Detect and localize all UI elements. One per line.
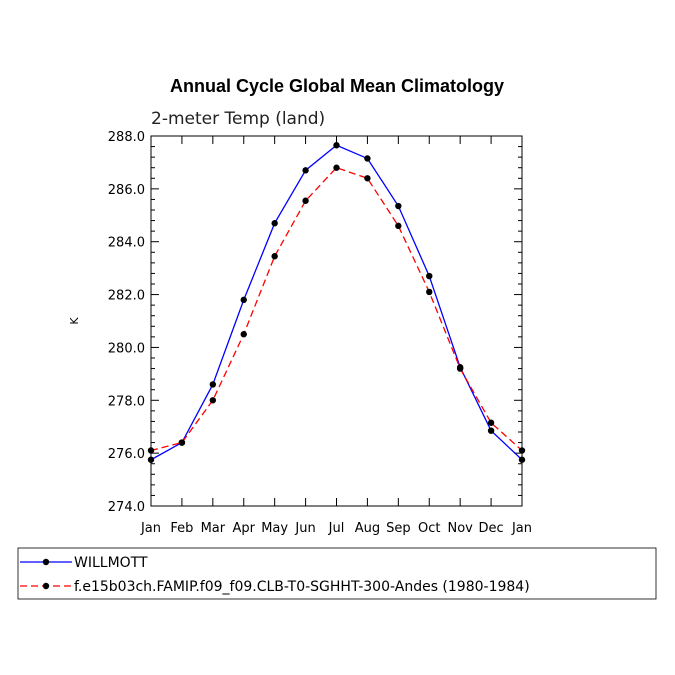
- data-point: [209, 397, 217, 404]
- chart-subtitle: 2-meter Temp (land): [151, 109, 325, 129]
- y-tick-label: 278.0: [108, 394, 145, 409]
- legend-marker: [42, 582, 50, 590]
- x-tick-label: Nov: [447, 521, 473, 536]
- legend: WILLMOTT f.e15b03ch.FAMIP.f09_f09.CLB-T0-…: [17, 547, 657, 600]
- data-point: [364, 155, 371, 162]
- tick-labels: 274.0 276.0 278.0 280.0 282.0 284.0 286.0 288.0…: [108, 130, 532, 536]
- legend-marker: [42, 558, 50, 566]
- data-point: [147, 456, 155, 463]
- data-point: [456, 365, 464, 372]
- x-tick-label: Dec: [479, 521, 504, 536]
- data-point: [271, 253, 278, 260]
- data-point: [209, 381, 217, 388]
- data-point: [518, 456, 526, 463]
- x-tick-label: Aug: [355, 521, 380, 536]
- axis-ticks: [150, 135, 523, 507]
- x-tick-label: Feb: [170, 521, 193, 536]
- data-point: [426, 272, 433, 280]
- data-point: [271, 220, 278, 227]
- y-tick-label: 280.0: [108, 341, 145, 356]
- data-point: [518, 447, 526, 454]
- data-point: [395, 202, 402, 210]
- data-point: [240, 296, 247, 304]
- legend-entry: f.e15b03ch.FAMIP.f09_f09.CLB-T0-SGHHT-30…: [20, 579, 530, 595]
- x-tick-label: Oct: [418, 521, 440, 536]
- series-line: [150, 144, 523, 461]
- legend-label: f.e15b03ch.FAMIP.f09_f09.CLB-T0-SGHHT-30…: [74, 579, 530, 595]
- x-tick-label: Sep: [386, 521, 411, 536]
- data-point: [302, 197, 309, 204]
- data-point: [333, 142, 340, 149]
- data-point: [302, 167, 309, 174]
- data-point: [333, 164, 340, 171]
- x-tick-label: Apr: [233, 521, 256, 536]
- y-axis-label: K: [68, 317, 81, 325]
- series-line: [150, 166, 523, 452]
- y-tick-label: 288.0: [108, 130, 145, 145]
- y-tick-label: 276.0: [108, 447, 145, 462]
- plot-frame: [150, 135, 523, 507]
- y-tick-label: 274.0: [108, 500, 145, 515]
- x-tick-label: Jan: [140, 521, 161, 536]
- y-tick-label: 282.0: [108, 289, 145, 304]
- legend-box: [17, 547, 657, 600]
- series-1: [147, 142, 526, 463]
- data-point: [364, 175, 371, 182]
- x-tick-label: Jan: [511, 521, 532, 536]
- y-tick-label: 286.0: [108, 183, 145, 198]
- x-tick-label: Mar: [201, 521, 226, 536]
- data-point: [395, 222, 402, 230]
- x-tick-label: May: [261, 521, 288, 536]
- data-point: [147, 447, 155, 454]
- y-tick-label: 284.0: [108, 236, 145, 251]
- data-point: [240, 331, 247, 338]
- x-tick-label: Jun: [294, 521, 315, 536]
- chart-title: Annual Cycle Global Mean Climatology: [170, 76, 504, 96]
- data-point: [426, 288, 433, 296]
- data-point: [487, 419, 495, 426]
- legend-label: WILLMOTT: [74, 555, 148, 571]
- legend-entry: WILLMOTT: [20, 555, 148, 571]
- x-tick-label: Jul: [328, 521, 345, 536]
- series-layer: [147, 142, 526, 463]
- data-point: [178, 439, 186, 446]
- data-point: [487, 427, 495, 434]
- series-2: [147, 164, 526, 454]
